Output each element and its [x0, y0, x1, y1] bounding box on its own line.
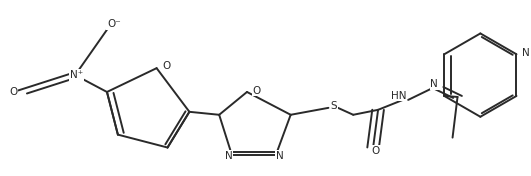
Text: O: O [372, 146, 380, 156]
Text: O: O [162, 61, 170, 71]
Text: O: O [252, 86, 261, 96]
Text: S: S [330, 101, 337, 111]
Text: HN: HN [391, 90, 406, 100]
Text: N: N [225, 151, 233, 161]
Text: N⁺: N⁺ [70, 70, 83, 80]
Text: O: O [9, 87, 17, 97]
Text: N: N [522, 48, 530, 58]
Text: N: N [431, 79, 438, 89]
Text: O⁻: O⁻ [107, 19, 121, 29]
Text: N: N [276, 151, 284, 161]
